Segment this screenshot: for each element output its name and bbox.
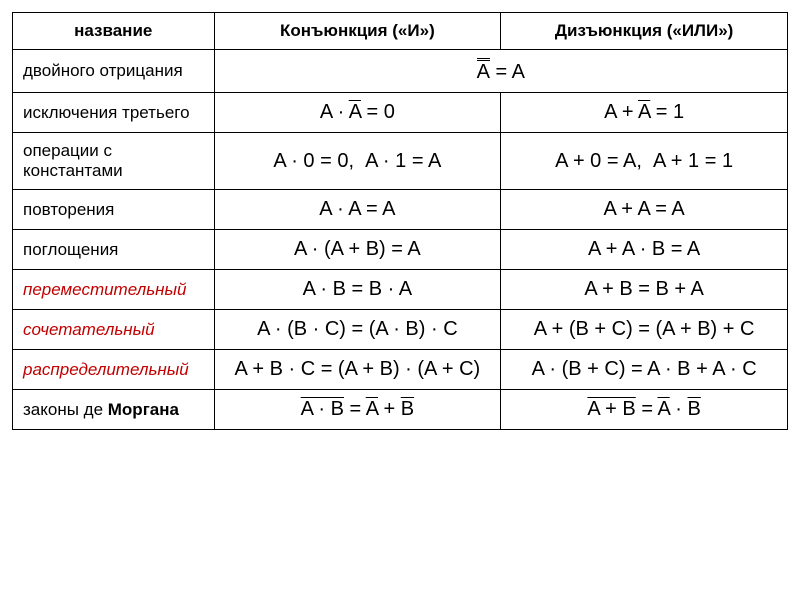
formula-conjunction: A · 0 = 0, A · 1 = A xyxy=(214,133,501,190)
law-name: двойного отрицания xyxy=(13,50,215,93)
law-name: операции с константами xyxy=(13,133,215,190)
formula-conjunction: A + B · C = (A + B) · (A + C) xyxy=(214,350,501,390)
formula-merged: A = A xyxy=(214,50,788,93)
table-row: двойного отрицанияA = A xyxy=(13,50,788,93)
formula-disjunction: A + 0 = A, A + 1 = 1 xyxy=(501,133,788,190)
law-name: сочетательный xyxy=(13,310,215,350)
table-row: поглощенияA · (A + B) = AA + A · B = A xyxy=(13,230,788,270)
table-row: распределительныйA + B · C = (A + B) · (… xyxy=(13,350,788,390)
col-header-disjunction: Дизъюнкция («ИЛИ») xyxy=(501,13,788,50)
law-name: исключения третьего xyxy=(13,93,215,133)
table-row: законы де МорганаA · B = A + BA + B = A … xyxy=(13,390,788,430)
law-name: распределительный xyxy=(13,350,215,390)
formula-disjunction: A + A = 1 xyxy=(501,93,788,133)
law-name: законы де Моргана xyxy=(13,390,215,430)
col-header-name: название xyxy=(13,13,215,50)
formula-disjunction: A · (B + C) = A · B + A · C xyxy=(501,350,788,390)
formula-disjunction: A + B = A · B xyxy=(501,390,788,430)
formula-disjunction: A + (B + C) = (A + B) + C xyxy=(501,310,788,350)
logic-laws-table: название Конъюнкция («И») Дизъюнкция («И… xyxy=(12,12,788,430)
table-row: переместительныйA · B = B · AA + B = B +… xyxy=(13,270,788,310)
formula-conjunction: A · A = 0 xyxy=(214,93,501,133)
formula-conjunction: A · (B · C) = (A · B) · C xyxy=(214,310,501,350)
table-row: повторенияA · A = AA + A = A xyxy=(13,190,788,230)
formula-disjunction: A + A = A xyxy=(501,190,788,230)
formula-conjunction: A · (A + B) = A xyxy=(214,230,501,270)
formula-conjunction: A · A = A xyxy=(214,190,501,230)
formula-conjunction: A · B = A + B xyxy=(214,390,501,430)
table-row: операции с константамиA · 0 = 0, A · 1 =… xyxy=(13,133,788,190)
law-name: повторения xyxy=(13,190,215,230)
formula-disjunction: A + A · B = A xyxy=(501,230,788,270)
table-row: исключения третьегоA · A = 0A + A = 1 xyxy=(13,93,788,133)
formula-disjunction: A + B = B + A xyxy=(501,270,788,310)
law-name: поглощения xyxy=(13,230,215,270)
law-name: переместительный xyxy=(13,270,215,310)
header-row: название Конъюнкция («И») Дизъюнкция («И… xyxy=(13,13,788,50)
formula-conjunction: A · B = B · A xyxy=(214,270,501,310)
col-header-conjunction: Конъюнкция («И») xyxy=(214,13,501,50)
table-row: сочетательныйA · (B · C) = (A · B) · CA … xyxy=(13,310,788,350)
